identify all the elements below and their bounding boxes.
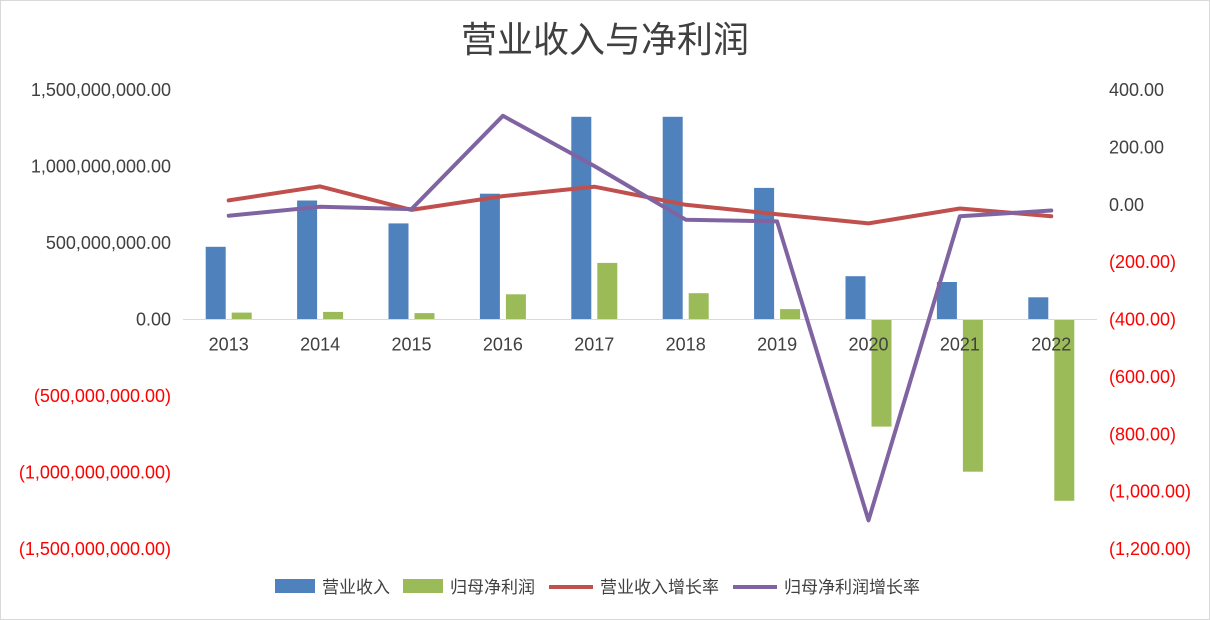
legend-swatch bbox=[275, 579, 315, 593]
bar-net-profit-2020 bbox=[871, 319, 892, 427]
right-axis-tick-label: (600.00) bbox=[1109, 367, 1176, 387]
legend-label: 营业收入增长率 bbox=[600, 578, 719, 598]
left-axis-tick-label: 0.00 bbox=[136, 310, 171, 330]
line-revenue-growth bbox=[226, 184, 1054, 226]
x-tick-label: 2018 bbox=[666, 335, 706, 355]
x-tick-label: 2020 bbox=[848, 335, 888, 355]
left-axis-tick-label: (500,000,000.00) bbox=[34, 386, 171, 406]
bar-revenue-2014 bbox=[297, 200, 318, 320]
x-tick-label: 2015 bbox=[391, 335, 431, 355]
bar-net-profit-2021 bbox=[962, 319, 983, 472]
legend-label: 营业收入 bbox=[322, 578, 390, 598]
bar-revenue-2016 bbox=[479, 193, 500, 320]
x-tick-label: 2022 bbox=[1031, 335, 1071, 355]
right-axis-tick-label: (400.00) bbox=[1109, 310, 1176, 330]
chart-title: 营业收入与净利润 bbox=[461, 20, 749, 61]
right-axis-tick-label: 0.00 bbox=[1109, 195, 1144, 215]
bar-revenue-2021 bbox=[936, 282, 957, 320]
left-axis-tick-labels: 1,500,000,000.00 1,000,000,000.00 500,000,… bbox=[19, 80, 171, 559]
bar-net-profit-2015 bbox=[414, 313, 435, 320]
bars-layer bbox=[205, 116, 1075, 501]
bar-revenue-2022 bbox=[1028, 297, 1049, 320]
left-axis-tick-label: (1,500,000,000.00) bbox=[19, 539, 171, 559]
right-axis-tick-label: 400.00 bbox=[1109, 80, 1164, 100]
bar-revenue-2017 bbox=[571, 116, 592, 320]
bar-revenue-2020 bbox=[845, 276, 866, 320]
bar-net-profit-2017 bbox=[597, 262, 618, 320]
left-axis-tick-label: 1,000,000,000.00 bbox=[31, 157, 171, 177]
bar-revenue-2015 bbox=[388, 223, 409, 320]
x-tick-label: 2014 bbox=[300, 335, 340, 355]
bar-net-profit-2018 bbox=[688, 293, 709, 320]
left-axis-tick-label: 1,500,000,000.00 bbox=[31, 80, 171, 100]
right-axis-tick-labels: 400.00 200.00 0.00 (200.00) (400.00) (600.00)… bbox=[1109, 80, 1191, 559]
right-axis-tick-label: 200.00 bbox=[1109, 137, 1164, 157]
right-axis-tick-label: (200.00) bbox=[1109, 252, 1176, 272]
bar-net-profit-2016 bbox=[505, 294, 526, 320]
bar-net-profit-2013 bbox=[231, 312, 252, 320]
bar-revenue-2019 bbox=[754, 187, 775, 320]
x-tick-label: 2013 bbox=[209, 335, 249, 355]
x-tick-label: 2017 bbox=[574, 335, 614, 355]
legend-swatch bbox=[403, 579, 443, 593]
bar-net-profit-2014 bbox=[323, 311, 344, 320]
right-axis-tick-label: (1,200.00) bbox=[1109, 539, 1191, 559]
x-tick-label: 2019 bbox=[757, 335, 797, 355]
left-axis-tick-label: 500,000,000.00 bbox=[46, 233, 171, 253]
right-axis-tick-label: (1,000.00) bbox=[1109, 482, 1191, 502]
legend-label: 归母净利润增长率 bbox=[784, 578, 920, 598]
right-axis-tick-label: (800.00) bbox=[1109, 424, 1176, 444]
legend-label: 归母净利润 bbox=[450, 578, 535, 598]
bar-net-profit-2019 bbox=[780, 309, 801, 320]
x-tick-label: 2021 bbox=[940, 335, 980, 355]
x-tick-labels: 2013 2014 2015 2016 2017 2018 2019 2020 2021 2022 bbox=[209, 335, 1072, 355]
bar-revenue-2013 bbox=[205, 246, 226, 320]
bar-net-profit-2022 bbox=[1054, 319, 1075, 501]
line-net-profit-growth bbox=[226, 113, 1054, 523]
legend: 营业收入 归母净利润 营业收入增长率 归母净利润增长率 bbox=[275, 578, 920, 598]
lines-layer bbox=[226, 113, 1054, 523]
bar-revenue-2018 bbox=[662, 116, 683, 320]
left-axis-tick-label: (1,000,000,000.00) bbox=[19, 463, 171, 483]
x-tick-label: 2016 bbox=[483, 335, 523, 355]
